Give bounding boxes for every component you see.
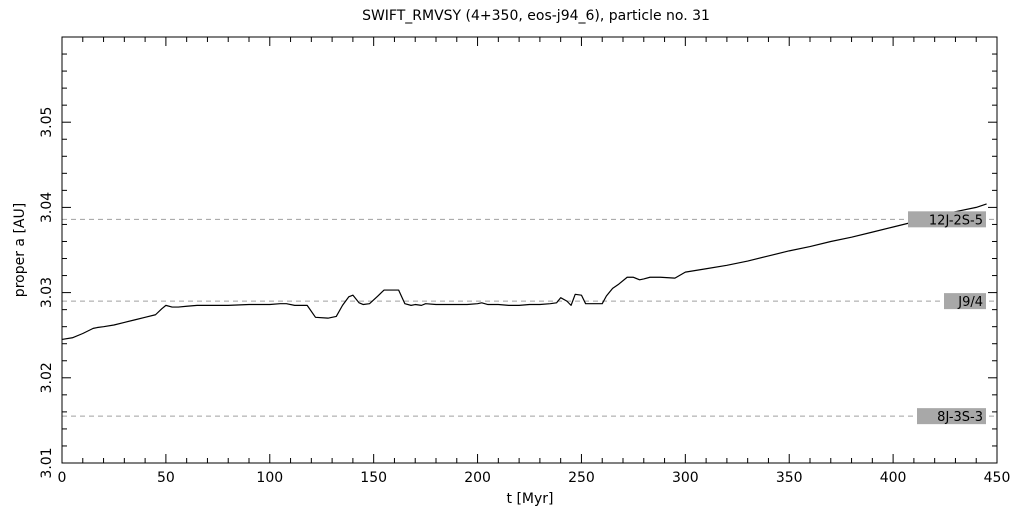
x-tick-label: 300: [672, 470, 699, 486]
x-tick-label: 50: [157, 470, 175, 486]
plot-frame: [61, 36, 998, 464]
y-tick-label: 3.02: [39, 362, 55, 393]
resonance-layer: [62, 218, 997, 417]
resonance-label: 12J-2S-5: [929, 213, 983, 228]
series-line: [61, 203, 987, 341]
resonance-label-box: [944, 293, 986, 310]
x-tick-label: 150: [360, 470, 387, 486]
resonance-label: 8J-3S-3: [937, 410, 983, 425]
y-axis-label: proper a [AU]: [12, 203, 28, 297]
tick-layer: [61, 37, 998, 464]
x-tick-label: 0: [58, 470, 67, 486]
resonance-label-box: [908, 211, 986, 228]
resonance-label: J9/4: [957, 295, 983, 310]
x-axis-label: t [Myr]: [507, 491, 554, 507]
x-tick-label: 100: [256, 470, 283, 486]
reslabel-layer: 12J-2S-5 J9/4 8J-3S-3: [908, 211, 986, 425]
y-tick-label: 3.01: [39, 447, 55, 478]
chart-title: SWIFT_RMVSY (4+350, eos-j94_6), particle…: [362, 8, 710, 24]
x-tick-label: 250: [568, 470, 595, 486]
x-tick-label: 450: [984, 470, 1011, 486]
ticklabel-layer: 0 50 100 150 200 250 300 350 400 450 3.01 3.02 3.03 3…: [39, 107, 1010, 486]
x-tick-label: 400: [880, 470, 907, 486]
y-tick-label: 3.03: [39, 277, 55, 308]
y-tick-label: 3.05: [39, 107, 55, 138]
y-tick-label: 3.04: [39, 192, 55, 223]
resonance-label-box: [917, 408, 986, 425]
series-layer: [61, 203, 987, 341]
x-tick-label: 200: [464, 470, 491, 486]
x-tick-label: 350: [776, 470, 803, 486]
